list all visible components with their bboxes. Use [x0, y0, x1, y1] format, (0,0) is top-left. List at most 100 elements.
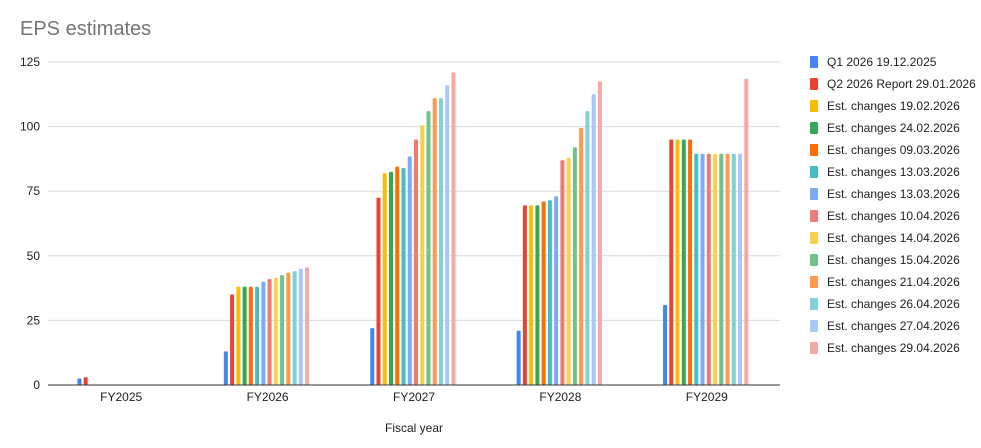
bar: [744, 78, 749, 386]
bar: [566, 157, 571, 385]
bar: [401, 167, 406, 385]
bar: [579, 127, 584, 385]
bar: [267, 279, 272, 385]
bar: [560, 160, 565, 385]
bar: [230, 294, 235, 385]
y-tick-label: 0: [33, 378, 40, 392]
legend-label: Est. changes 27.04.2026: [827, 319, 960, 333]
bar: [426, 111, 431, 385]
bar: [522, 205, 527, 385]
bar: [713, 153, 718, 385]
bar: [432, 98, 437, 386]
bar: [591, 94, 596, 386]
legend-label: Est. changes 21.04.2026: [827, 275, 960, 289]
bar: [529, 205, 534, 385]
bar: [585, 111, 590, 385]
bar: [414, 139, 418, 385]
legend-swatch: [810, 342, 818, 354]
bar: [389, 171, 393, 385]
bar: [420, 125, 425, 386]
legend-label: Est. changes 13.03.2026: [827, 165, 960, 179]
legend-label: Q2 2026 Report 29.01.2026: [827, 77, 976, 91]
bar: [445, 85, 450, 386]
y-tick-label: 75: [27, 184, 41, 198]
bar: [597, 81, 602, 385]
legend-label: Est. changes 24.02.2026: [827, 121, 960, 135]
bar: [407, 156, 412, 385]
y-tick-label: 100: [20, 120, 40, 134]
bar: [694, 153, 699, 385]
legend-swatch: [810, 298, 818, 310]
legend-swatch: [810, 166, 818, 178]
bar: [451, 72, 456, 385]
bar: [688, 139, 693, 385]
legend-label: Q1 2026 19.12.2025: [827, 55, 937, 69]
bar: [236, 286, 241, 385]
legend-swatch: [810, 78, 818, 90]
legend: Q1 2026 19.12.2025 Q2 2026 Report 29.01.2…: [810, 55, 976, 355]
bar: [382, 173, 387, 385]
x-axis-label: Fiscal year: [385, 421, 443, 435]
bar: [516, 330, 521, 385]
bar: [286, 272, 291, 385]
legend-swatch: [810, 320, 818, 332]
legend-swatch: [810, 254, 818, 266]
x-tick-label: FY2027: [393, 390, 435, 404]
bar: [255, 286, 260, 385]
bar: [83, 377, 88, 385]
y-tick-label: 25: [27, 313, 41, 327]
bar: [273, 277, 278, 385]
legend-swatch: [810, 56, 818, 68]
bar: [669, 139, 674, 385]
bars: [77, 72, 749, 386]
legend-swatch: [810, 276, 818, 288]
bar: [681, 139, 686, 385]
x-tick-label: FY2026: [247, 390, 289, 404]
bar: [738, 153, 743, 385]
bar: [572, 147, 577, 385]
bar: [280, 275, 285, 385]
bar: [535, 205, 540, 385]
bar: [376, 197, 381, 385]
bar: [725, 153, 730, 385]
legend-swatch: [810, 232, 818, 244]
y-tick-label: 125: [20, 55, 40, 69]
legend-swatch: [810, 188, 818, 200]
bar: [439, 98, 443, 386]
x-tick-label: FY2028: [539, 390, 581, 404]
bar: [305, 267, 310, 385]
bar: [395, 166, 400, 385]
bar: [541, 201, 546, 385]
bar: [675, 139, 680, 385]
bar: [706, 153, 711, 385]
legend-label: Est. changes 10.04.2026: [827, 209, 960, 223]
bar: [731, 153, 736, 385]
bar: [292, 271, 297, 385]
bar: [700, 153, 705, 385]
y-tick-label: 50: [27, 249, 41, 263]
legend-label: Est. changes 13.03.2026: [827, 187, 960, 201]
legend-label: Est. changes 19.02.2026: [827, 99, 960, 113]
bar: [663, 304, 668, 385]
legend-swatch: [810, 100, 818, 112]
bar: [554, 196, 559, 385]
bar: [370, 328, 375, 385]
bar: [248, 286, 253, 385]
chart-title: EPS estimates: [20, 18, 152, 40]
bar: [223, 351, 228, 385]
legend-label: Est. changes 26.04.2026: [827, 297, 960, 311]
legend-label: Est. changes 29.04.2026: [827, 341, 960, 355]
legend-swatch: [810, 210, 818, 222]
bar: [547, 200, 552, 385]
bar: [242, 286, 247, 385]
bar: [77, 378, 82, 385]
legend-label: Est. changes 15.04.2026: [827, 253, 960, 267]
bar: [261, 281, 266, 385]
legend-label: Est. changes 14.04.2026: [827, 231, 960, 245]
legend-label: Est. changes 09.03.2026: [827, 143, 960, 157]
legend-swatch: [810, 144, 818, 156]
bar: [298, 268, 303, 385]
x-tick-label: FY2025: [100, 390, 142, 404]
bar: [719, 153, 724, 385]
